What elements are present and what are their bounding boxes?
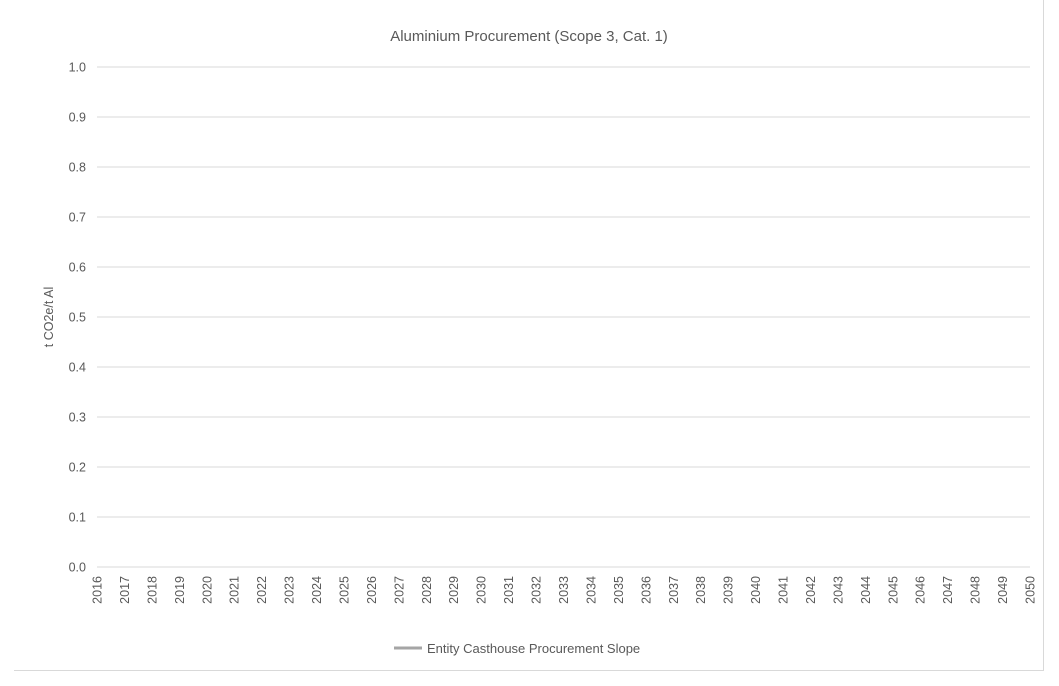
x-tick-label: 2048 bbox=[969, 576, 983, 604]
y-tick-label: 0.7 bbox=[69, 211, 86, 225]
x-tick-label: 2031 bbox=[502, 576, 516, 604]
x-tick-label: 2047 bbox=[941, 576, 955, 604]
y-tick-label: 0.0 bbox=[69, 561, 86, 575]
y-tick-label: 1.0 bbox=[69, 61, 86, 75]
y-axis-label: t CO2e/t Al bbox=[42, 287, 56, 347]
x-tick-label: 2044 bbox=[859, 576, 873, 604]
x-tick-label: 2049 bbox=[996, 576, 1010, 604]
x-tick-label: 2017 bbox=[118, 576, 132, 604]
x-tick-label: 2041 bbox=[777, 576, 791, 604]
legend: Entity Casthouse Procurement Slope bbox=[394, 641, 640, 656]
chart-title: Aluminium Procurement (Scope 3, Cat. 1) bbox=[390, 28, 668, 45]
x-tick-label: 2030 bbox=[475, 576, 489, 604]
x-tick-label: 2045 bbox=[886, 576, 900, 604]
x-tick-label: 2016 bbox=[91, 576, 105, 604]
x-tick-label: 2026 bbox=[365, 576, 379, 604]
x-tick-label: 2027 bbox=[392, 576, 406, 604]
x-tick-label: 2038 bbox=[694, 576, 708, 604]
x-tick-label: 2029 bbox=[447, 576, 461, 604]
x-tick-label: 2019 bbox=[173, 576, 187, 604]
x-tick-label: 2036 bbox=[639, 576, 653, 604]
y-tick-label: 0.1 bbox=[69, 511, 86, 525]
x-tick-label: 2035 bbox=[612, 576, 626, 604]
y-tick-label: 0.3 bbox=[69, 411, 86, 425]
x-tick-label: 2039 bbox=[722, 576, 736, 604]
y-tick-label: 0.2 bbox=[69, 461, 86, 475]
x-tick-label: 2042 bbox=[804, 576, 818, 604]
x-tick-label: 2033 bbox=[557, 576, 571, 604]
x-tick-label: 2020 bbox=[200, 576, 214, 604]
y-tick-label: 0.5 bbox=[69, 311, 86, 325]
x-tick-label: 2046 bbox=[914, 576, 928, 604]
x-tick-label: 2050 bbox=[1024, 576, 1038, 604]
x-tick-label: 2034 bbox=[584, 576, 598, 604]
x-tick-label: 2043 bbox=[831, 576, 845, 604]
y-tick-label: 0.6 bbox=[69, 261, 86, 275]
chart-frame bbox=[14, 0, 1044, 671]
y-tick-label: 0.8 bbox=[69, 161, 86, 175]
x-tick-label: 2023 bbox=[283, 576, 297, 604]
x-tick-label: 2028 bbox=[420, 576, 434, 604]
x-tick-label: 2018 bbox=[145, 576, 159, 604]
x-tick-label: 2021 bbox=[228, 576, 242, 604]
x-tick-label: 2022 bbox=[255, 576, 269, 604]
legend-entry: Entity Casthouse Procurement Slope bbox=[427, 641, 640, 656]
y-tick-label: 0.9 bbox=[69, 111, 86, 125]
x-tick-label: 2037 bbox=[667, 576, 681, 604]
x-tick-label: 2040 bbox=[749, 576, 763, 604]
x-tick-label: 2032 bbox=[530, 576, 544, 604]
y-tick-label: 0.4 bbox=[69, 361, 86, 375]
x-tick-label: 2024 bbox=[310, 576, 324, 604]
x-tick-label: 2025 bbox=[337, 576, 351, 604]
